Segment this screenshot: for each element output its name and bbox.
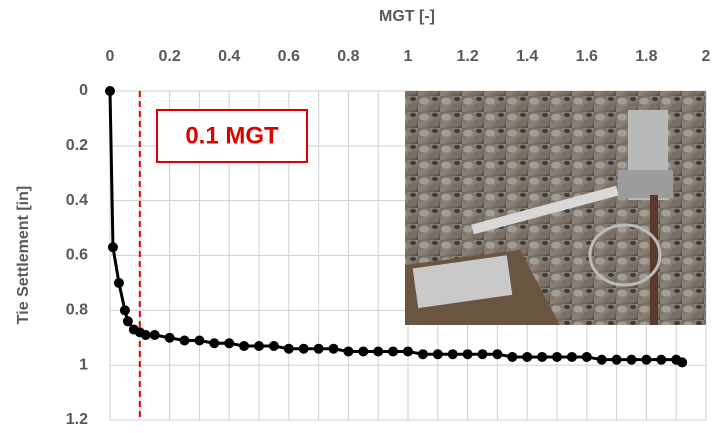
data-point xyxy=(612,355,622,365)
data-point xyxy=(403,346,413,356)
data-point xyxy=(254,341,264,351)
data-point xyxy=(105,86,115,96)
data-point xyxy=(120,305,130,315)
x-tick-label: 1.8 xyxy=(635,48,657,65)
data-point xyxy=(108,242,118,252)
data-point xyxy=(492,349,502,359)
chart: MGT [-] Tie Settlement [in] 0.1 MGT 0 0.2… xyxy=(0,0,724,433)
y-axis-title: Tie Settlement [in] xyxy=(15,186,32,324)
x-tick-label: 1 xyxy=(404,48,413,65)
y-tick-label: 0.6 xyxy=(66,247,88,264)
data-point xyxy=(150,330,160,340)
x-tick-label: 1.4 xyxy=(516,48,538,65)
data-point xyxy=(373,346,383,356)
x-tick-label: 0.8 xyxy=(337,48,359,65)
x-tick-label: 2 xyxy=(702,48,711,65)
data-point xyxy=(141,330,151,340)
data-point xyxy=(537,352,547,362)
data-point xyxy=(284,344,294,354)
y-tick-label: 1.2 xyxy=(66,411,88,428)
y-tick-label: 0 xyxy=(79,82,88,99)
data-point xyxy=(552,352,562,362)
x-tick-label: 0.2 xyxy=(158,48,180,65)
x-axis-title: MGT [-] xyxy=(379,8,435,25)
data-point xyxy=(522,352,532,362)
data-point xyxy=(641,355,651,365)
data-point xyxy=(448,349,458,359)
data-point xyxy=(656,355,666,365)
data-point xyxy=(209,338,219,348)
data-point xyxy=(114,278,124,288)
data-point xyxy=(269,341,279,351)
y-tick-label: 0.4 xyxy=(66,192,88,209)
data-point xyxy=(463,349,473,359)
y-tick-label: 1 xyxy=(79,356,88,373)
x-tick-label: 1.6 xyxy=(576,48,598,65)
data-point xyxy=(627,355,637,365)
data-point xyxy=(299,344,309,354)
data-point xyxy=(677,357,687,367)
y-tick-label: 0.8 xyxy=(66,302,88,319)
data-point xyxy=(239,341,249,351)
x-tick-label: 0 xyxy=(106,48,115,65)
data-point xyxy=(165,333,175,343)
data-point xyxy=(567,352,577,362)
y-tick-label: 0.2 xyxy=(66,137,88,154)
x-tick-label: 0.4 xyxy=(218,48,240,65)
data-point xyxy=(180,335,190,345)
data-point xyxy=(329,344,339,354)
annotation-text: 0.1 MGT xyxy=(185,122,279,149)
data-point xyxy=(582,352,592,362)
data-point xyxy=(194,335,204,345)
data-point xyxy=(507,352,517,362)
data-point xyxy=(597,355,607,365)
data-point xyxy=(224,338,234,348)
x-tick-label: 0.6 xyxy=(278,48,300,65)
photo-inset xyxy=(405,91,706,325)
data-point xyxy=(314,344,324,354)
data-point xyxy=(418,349,428,359)
data-point xyxy=(358,346,368,356)
data-point xyxy=(478,349,488,359)
data-point xyxy=(388,346,398,356)
data-point xyxy=(123,316,133,326)
x-tick-label: 1.2 xyxy=(456,48,478,65)
data-point xyxy=(343,346,353,356)
data-point xyxy=(433,349,443,359)
